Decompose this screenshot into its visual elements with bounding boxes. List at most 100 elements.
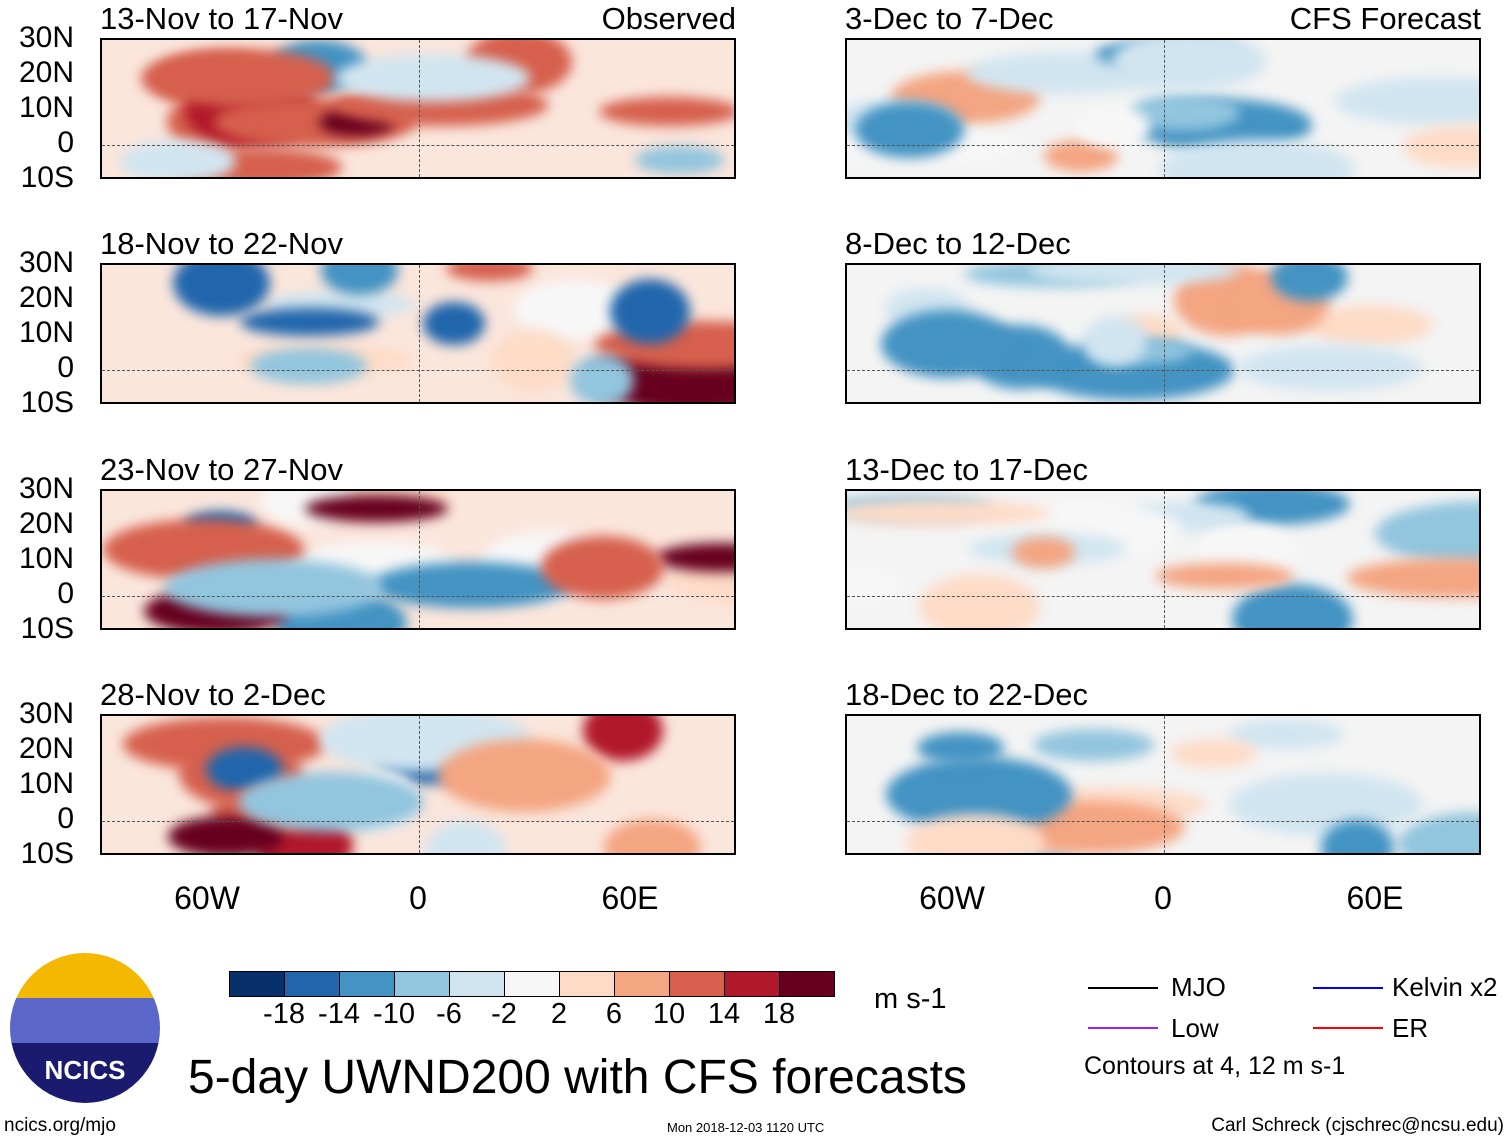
wind-anomaly-shading [335, 54, 530, 102]
wind-anomaly-shading [437, 739, 611, 813]
footer-author: Carl Schreck (cjschrec@ncsu.edu) [1211, 1115, 1504, 1136]
latitude-label: 30N [18, 21, 74, 54]
wind-anomaly-shading [173, 265, 270, 317]
wind-anomaly-shading [424, 821, 507, 853]
latitude-label: 30N [18, 246, 74, 279]
wind-anomaly-shading [541, 536, 665, 599]
equator-line [847, 145, 1479, 146]
wind-anomaly-shading [919, 574, 1041, 628]
colorbar-tick-label: 2 [550, 998, 568, 1030]
legend-line-er [1313, 1027, 1383, 1029]
prime-meridian-line [419, 716, 420, 853]
prime-meridian-line [1164, 40, 1165, 177]
wind-anomaly-shading [446, 265, 533, 282]
wind-anomaly-shading [1170, 738, 1257, 769]
colorbar-tick-label: -10 [373, 998, 415, 1030]
latitude-label: 10N [18, 91, 74, 124]
colorbar-swatch [725, 972, 780, 996]
wind-anomaly-shading [1082, 316, 1148, 367]
legend-line-mjo [1088, 987, 1158, 989]
panel-title: 3-Dec to 7-Dec [845, 1, 1054, 36]
wind-anomaly-shading [1076, 107, 1151, 148]
wind-anomaly-shading [1375, 500, 1479, 566]
equator-line [102, 596, 734, 597]
wind-anomaly-shading [1012, 536, 1075, 569]
latitude-label: 10S [20, 837, 74, 870]
wind-anomaly-shading [854, 101, 965, 158]
logo-text: NCICS [44, 1055, 126, 1085]
equator-line [102, 370, 734, 371]
panel-title: 18-Nov to 22-Nov [100, 226, 343, 261]
equator-line [102, 145, 734, 146]
wind-anomaly-shading [1231, 583, 1354, 628]
contour-note: Contours at 4, 12 m s-1 [1084, 1052, 1346, 1080]
wind-anomaly-shading [164, 558, 383, 617]
wind-anomaly-shading [847, 500, 1051, 527]
wind-anomaly-shading [609, 279, 690, 345]
panel-source-label: Observed [601, 1, 736, 36]
wind-anomaly-shading [249, 347, 367, 385]
colorbar-units: m s-1 [874, 983, 947, 1015]
latitude-label: 10N [18, 316, 74, 349]
colorbar-swatch [560, 972, 615, 996]
wind-anomaly-shading [599, 96, 734, 126]
wind-anomaly-shading [370, 562, 573, 609]
colorbar-swatch [285, 972, 340, 996]
colorbar-swatch [340, 972, 395, 996]
wind-anomaly-shading [305, 494, 448, 522]
colorbar-swatch [230, 972, 285, 996]
panel-title: 18-Dec to 22-Dec [845, 677, 1088, 712]
wind-anomaly-shading [119, 140, 237, 177]
wind-anomaly-shading [635, 146, 724, 174]
colorbar-swatch [670, 972, 725, 996]
panel-title: 13-Nov to 17-Nov [100, 1, 343, 36]
map-panel-left-1 [100, 38, 736, 179]
colorbar-tick-label: 10 [652, 998, 686, 1030]
map-panel-left-3 [100, 489, 736, 630]
latitude-label: 10S [20, 161, 74, 194]
colorbar-swatch [450, 972, 505, 996]
panel-title: 28-Nov to 2-Dec [100, 677, 326, 712]
latitude-label: 10N [18, 767, 74, 800]
colorbar-swatch [780, 972, 834, 996]
map-panel-right-3 [845, 489, 1481, 630]
colorbar-tick-label: -14 [318, 998, 360, 1030]
prime-meridian-line [1164, 265, 1165, 402]
latitude-label: 10S [20, 386, 74, 419]
legend-label-mjo: MJO [1171, 972, 1226, 1002]
colorbar-swatch [395, 972, 450, 996]
wind-anomaly-shading [881, 309, 1015, 378]
wind-anomaly-shading [1403, 125, 1479, 169]
wind-anomaly-shading [1033, 728, 1154, 761]
longitude-label: 60E [601, 880, 659, 916]
latitude-label: 20N [18, 507, 74, 540]
wind-anomaly-shading [1335, 77, 1479, 125]
latitude-label: 0 [57, 126, 74, 159]
legend-label-er: ER [1392, 1013, 1429, 1043]
wind-anomaly-shading [1346, 557, 1479, 598]
wind-anomaly-shading [1228, 773, 1423, 836]
prime-meridian-line [1164, 491, 1165, 628]
colorbar-tick-label: 6 [605, 998, 623, 1030]
legend-line-kelvin [1313, 987, 1383, 989]
panel-source-label: CFS Forecast [1289, 1, 1481, 36]
map-panel-right-1 [845, 38, 1481, 179]
latitude-label: 20N [18, 56, 74, 89]
equator-line [847, 370, 1479, 371]
panel-title: 13-Dec to 17-Dec [845, 452, 1088, 487]
legend-line-low [1088, 1027, 1158, 1029]
latitude-label: 0 [57, 577, 74, 610]
panel-title: 8-Dec to 12-Dec [845, 226, 1071, 261]
legend-label-kelvin: Kelvin x2 [1392, 972, 1498, 1002]
footer-url[interactable]: ncics.org/mjo [4, 1115, 116, 1136]
longitude-label: 60W [174, 880, 240, 916]
prime-meridian-line [1164, 716, 1165, 853]
latitude-label: 20N [18, 281, 74, 314]
wind-anomaly-shading [153, 49, 336, 107]
panel-title: 23-Nov to 27-Nov [100, 452, 343, 487]
map-panel-right-4 [845, 714, 1481, 855]
latitude-label: 0 [57, 351, 74, 384]
colorbar [229, 971, 835, 997]
latitude-label: 30N [18, 472, 74, 505]
equator-line [102, 821, 734, 822]
